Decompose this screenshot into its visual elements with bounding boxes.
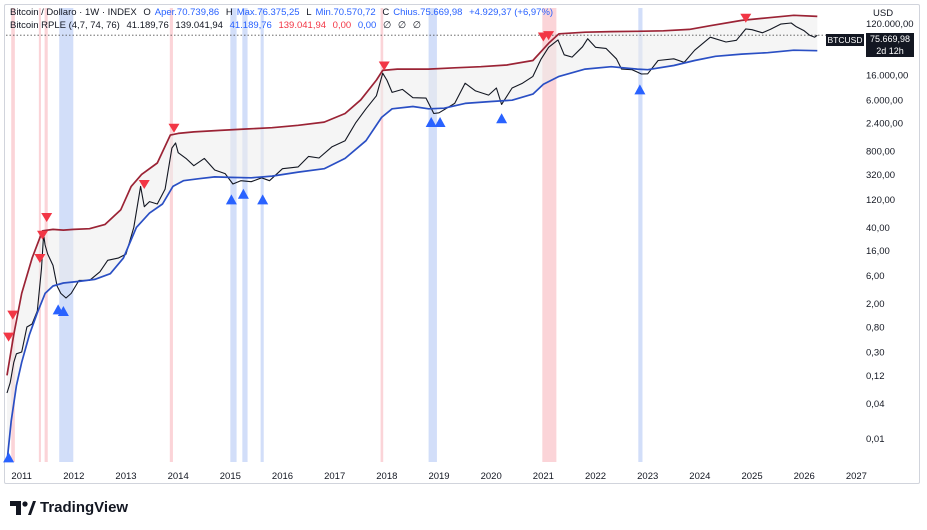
sell-zone-4 bbox=[380, 8, 384, 462]
indicator-value-3: 41.189,76 bbox=[229, 20, 272, 31]
y-tick-label-10: 2,00 bbox=[866, 299, 885, 310]
y-tick-label-2: 6.000,00 bbox=[866, 95, 903, 106]
x-tick-label-16: 2027 bbox=[846, 471, 867, 482]
x-tick-label-5: 2016 bbox=[272, 471, 293, 482]
sell-signal-1 bbox=[7, 310, 19, 320]
buy-zone-1 bbox=[230, 8, 237, 462]
brand[interactable]: TradingView bbox=[10, 499, 128, 516]
x-tick-label-0: 2011 bbox=[11, 471, 31, 482]
bar-countdown-tag: 2d 12h bbox=[866, 45, 914, 57]
indicator-header: Bitcoin RPLE (4,7, 74, 76) 41.189,76 139… bbox=[10, 20, 425, 31]
sell-signal-5 bbox=[138, 179, 150, 189]
x-tick-label-12: 2023 bbox=[637, 471, 658, 482]
y-tick-label-9: 6,00 bbox=[866, 271, 885, 282]
indicator-value-4: 139.041,94 bbox=[278, 20, 327, 31]
upper_band-line bbox=[6, 14, 818, 376]
sell-signal-2 bbox=[34, 254, 46, 264]
y-tick-label-8: 16,00 bbox=[866, 246, 890, 257]
sell-signal-4 bbox=[41, 213, 53, 223]
indicator-name[interactable]: Bitcoin RPLE (4,7, 74, 76) bbox=[10, 20, 120, 31]
chart-frame bbox=[4, 4, 920, 484]
buy-signal-9 bbox=[634, 84, 646, 95]
ohlc-open-key: O bbox=[143, 7, 151, 18]
buy-signal-3 bbox=[225, 194, 237, 205]
y-tick-label-7: 40,00 bbox=[866, 223, 890, 234]
buy-signal-7 bbox=[434, 117, 446, 128]
buy-signal-2 bbox=[57, 306, 69, 317]
buy-zone-2 bbox=[242, 8, 248, 462]
lower_band-line bbox=[6, 49, 818, 462]
ohlc-open: Aper.70.739,86 bbox=[154, 7, 220, 18]
ohlc-close: Chius.75.669,98 bbox=[393, 7, 463, 18]
chart-canvas[interactable]: 120.000,00 16.000,00 6.000,00 2.400,00 800,0… bbox=[0, 0, 927, 484]
y-tick-label-15: 0,01 bbox=[866, 434, 885, 445]
y-tick-label-11: 0,80 bbox=[866, 323, 885, 334]
x-tick-label-13: 2024 bbox=[689, 471, 710, 482]
buy-signal-8 bbox=[496, 113, 508, 124]
indicator-value-7: ∅ bbox=[382, 20, 392, 31]
x-tick-label-14: 2025 bbox=[741, 471, 762, 482]
x-tick-label-2: 2013 bbox=[115, 471, 136, 482]
buy-signal-0 bbox=[3, 452, 15, 463]
y-tick-label-12: 0,30 bbox=[866, 348, 885, 359]
ohlc-high: Max.76.375,25 bbox=[236, 7, 300, 18]
sell-signal-0 bbox=[3, 332, 15, 342]
indicator-value-9: ∅ bbox=[412, 20, 422, 31]
y-tick-label-14: 0,04 bbox=[866, 399, 885, 410]
indicator-value-6: 0,00 bbox=[357, 20, 377, 31]
sell-signal-3 bbox=[37, 230, 49, 240]
brand-name: TradingView bbox=[40, 499, 129, 516]
x-tick-label-8: 2019 bbox=[428, 471, 449, 482]
indicator-value-5: 0,00 bbox=[332, 20, 352, 31]
sell-signal-10 bbox=[740, 13, 752, 23]
band-fill bbox=[7, 15, 818, 462]
x-tick-label-3: 2014 bbox=[168, 471, 189, 482]
buy-signal-6 bbox=[425, 117, 437, 128]
indicator-value-8: ∅ bbox=[397, 20, 407, 31]
y-tick-label-4: 800,00 bbox=[866, 147, 895, 158]
y-tick-label-13: 0,12 bbox=[866, 371, 885, 382]
sell-zone-5 bbox=[542, 8, 557, 462]
ohlc-low-key: L bbox=[306, 7, 312, 18]
ticker-tag: BTCUSD bbox=[826, 34, 864, 46]
x-tick-label-9: 2020 bbox=[481, 471, 502, 482]
ohlc-high-key: H bbox=[225, 7, 233, 18]
y-tick-label-3: 2.400,00 bbox=[866, 119, 903, 130]
currency-unit-label[interactable]: USD bbox=[873, 8, 894, 19]
x-tick-label-15: 2026 bbox=[794, 471, 815, 482]
x-tick-label-7: 2018 bbox=[376, 471, 397, 482]
x-tick-label-11: 2022 bbox=[585, 471, 606, 482]
symbol-header: Bitcoin / Dollaro · 1W · INDEX O Aper.70.… bbox=[10, 7, 557, 18]
y-tick-label-6: 120,00 bbox=[866, 195, 895, 206]
y-tick-label-0: 120.000,00 bbox=[866, 19, 914, 30]
symbol-title[interactable]: Bitcoin / Dollaro · 1W · INDEX bbox=[10, 7, 137, 18]
y-tick-label-5: 320,00 bbox=[866, 170, 895, 181]
x-tick-label-1: 2012 bbox=[63, 471, 84, 482]
buy-zone-4 bbox=[428, 8, 437, 462]
sell-signal-6 bbox=[168, 123, 180, 133]
ohlc-change: +4.929,37 (+6,97%) bbox=[469, 7, 554, 18]
current-price-tag: 75.669,98 bbox=[866, 33, 914, 45]
buy-signal-5 bbox=[257, 194, 269, 205]
x-tick-label-10: 2021 bbox=[533, 471, 554, 482]
buy-zone-3 bbox=[260, 8, 264, 462]
buy-signal-4 bbox=[237, 188, 249, 199]
sell-signal-7 bbox=[378, 61, 390, 71]
y-tick-label-1: 16.000,00 bbox=[866, 70, 908, 81]
sell-zone-0 bbox=[11, 8, 15, 462]
x-tick-label-6: 2017 bbox=[324, 471, 345, 482]
sell-zone-3 bbox=[169, 8, 173, 462]
indicator-value-1: 41.189,76 bbox=[126, 20, 169, 31]
ohlc-close-key: C bbox=[382, 7, 390, 18]
tradingview-logo-icon bbox=[10, 500, 36, 515]
ohlc-low: Min.70.570,72 bbox=[315, 7, 376, 18]
buy-zone-5 bbox=[638, 8, 643, 462]
price-line bbox=[6, 22, 818, 394]
x-tick-label-4: 2015 bbox=[220, 471, 241, 482]
sell-signal-9 bbox=[543, 31, 555, 41]
indicator-value-2: 139.041,94 bbox=[175, 20, 223, 31]
